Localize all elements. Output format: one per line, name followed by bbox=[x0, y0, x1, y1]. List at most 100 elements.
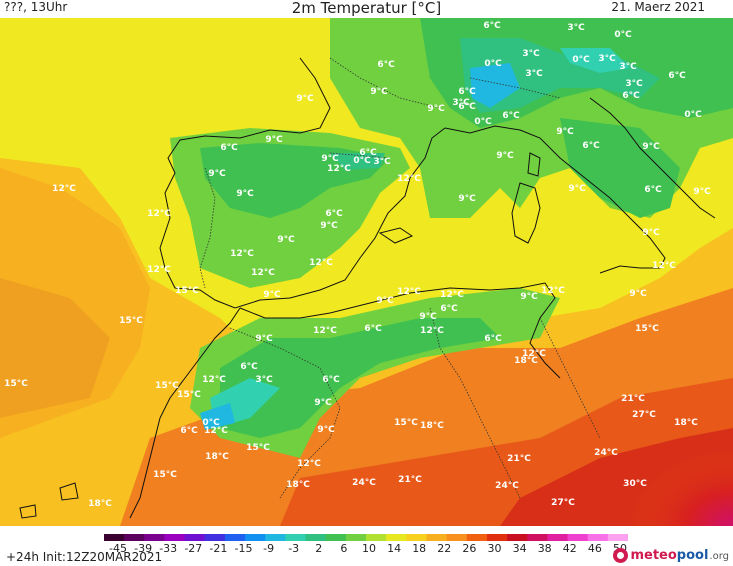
temperature-label: 6°C bbox=[364, 324, 382, 334]
temperature-label: 0°C bbox=[684, 110, 702, 120]
temperature-label: 18°C bbox=[420, 421, 444, 431]
temperature-label: 6°C bbox=[240, 362, 258, 372]
color-scale-swatch bbox=[285, 534, 307, 541]
temperature-label: 9°C bbox=[642, 142, 660, 152]
temperature-label: 9°C bbox=[520, 292, 538, 302]
color-scale-swatch bbox=[124, 534, 145, 541]
temperature-label: 18°C bbox=[286, 480, 310, 490]
temperature-label: 27°C bbox=[632, 410, 656, 420]
temperature-label: 0°C bbox=[474, 117, 492, 127]
temperature-label: 6°C bbox=[484, 334, 502, 344]
color-scale-tick-label: 14 bbox=[387, 542, 402, 555]
temperature-label: 9°C bbox=[370, 87, 388, 97]
color-scale-tick-label: -39 bbox=[134, 542, 153, 555]
color-scale-tick-label: -15 bbox=[234, 542, 253, 555]
color-scale-tick-label: 38 bbox=[537, 542, 552, 555]
temperature-label: 3°C bbox=[522, 49, 540, 59]
temperature-label: 3°C bbox=[255, 375, 273, 385]
temperature-label: 18°C bbox=[514, 356, 538, 366]
temperature-label: 15°C bbox=[175, 286, 199, 296]
temperature-label: 12°C bbox=[202, 375, 226, 385]
temperature-label: 12°C bbox=[204, 426, 228, 436]
temperature-label: 6°C bbox=[622, 91, 640, 101]
temperature-label: 24°C bbox=[352, 478, 376, 488]
temperature-label: 3°C bbox=[567, 23, 585, 33]
temperature-label: 12°C bbox=[230, 249, 254, 259]
temperature-label: 18°C bbox=[88, 499, 112, 509]
color-scale-tick-label: -45 bbox=[109, 542, 127, 555]
temperature-label: 3°C bbox=[625, 79, 643, 89]
temperature-label: 3°C bbox=[598, 54, 616, 64]
temperature-label: 12°C bbox=[327, 164, 351, 174]
temperature-label: 3°C bbox=[619, 62, 637, 72]
color-scale-swatch bbox=[345, 534, 367, 541]
temperature-label: 0°C bbox=[614, 30, 632, 40]
map-title: 2m Temperatur [°C] bbox=[291, 0, 442, 17]
temperature-label: 0°C bbox=[572, 55, 590, 65]
temperature-label: 12°C bbox=[313, 326, 337, 336]
temperature-label: 18°C bbox=[205, 452, 229, 462]
temperature-label: 6°C bbox=[180, 426, 198, 436]
temperature-label: 3°C bbox=[452, 98, 470, 108]
color-scale-swatch bbox=[366, 534, 387, 541]
color-scale-swatch bbox=[446, 534, 468, 541]
temperature-label: 6°C bbox=[483, 21, 501, 31]
meteopool-logo-icon bbox=[613, 547, 629, 563]
temperature-label: 27°C bbox=[551, 498, 575, 508]
temperature-label: 15°C bbox=[177, 390, 201, 400]
temperature-label: 12°C bbox=[397, 287, 421, 297]
color-scale-swatch bbox=[527, 534, 548, 541]
color-scale-tick-label: 42 bbox=[562, 542, 577, 555]
temperature-label: 3°C bbox=[373, 157, 391, 167]
pyrenees-teal bbox=[330, 153, 385, 170]
temperature-label: 3°C bbox=[525, 69, 543, 79]
color-scale-swatch bbox=[426, 534, 448, 541]
color-scale-tick-label: -9 bbox=[263, 542, 275, 555]
temperature-label: 15°C bbox=[635, 324, 659, 334]
color-scale-swatch bbox=[305, 534, 327, 541]
color-scale-swatch bbox=[587, 534, 609, 541]
color-scale-bar bbox=[104, 534, 628, 541]
color-scale-tick-label: 2 bbox=[315, 542, 323, 555]
temperature-label: 9°C bbox=[277, 235, 295, 245]
temperature-label: 9°C bbox=[629, 289, 647, 299]
temperature-label: 15°C bbox=[246, 443, 270, 453]
color-scale-swatch bbox=[204, 534, 226, 541]
temperature-label: 9°C bbox=[265, 135, 283, 145]
hotspot-fill bbox=[560, 398, 733, 526]
temperature-label: 9°C bbox=[236, 189, 254, 199]
color-scale-swatch bbox=[607, 534, 628, 541]
logo-text-org: .org bbox=[709, 551, 729, 562]
init-time-label: +24h Init:12Z20MAR2021 bbox=[6, 550, 163, 564]
temperature-label: 9°C bbox=[320, 221, 338, 231]
temperature-label: 9°C bbox=[568, 184, 586, 194]
temperature-label: 9°C bbox=[427, 104, 445, 114]
temperature-label: 9°C bbox=[296, 94, 314, 104]
footer-bar: -45 -39 -33 -27 -21 -15 -9 -3 2 6 10 14 18 22 26 30 34 38… bbox=[0, 526, 733, 566]
color-scale-tick-label: -21 bbox=[209, 542, 228, 555]
temperature-label: 6°C bbox=[359, 148, 377, 158]
temperature-label: 6°C bbox=[322, 375, 340, 385]
color-scale-swatch bbox=[245, 534, 266, 541]
logo-text-meteo: meteo bbox=[630, 547, 677, 563]
atlas-green-dark bbox=[220, 318, 500, 438]
color-scale-swatch bbox=[567, 534, 589, 541]
temperature-label: 12°C bbox=[297, 459, 321, 469]
header-bar: ???, 13Uhr 2m Temperatur [°C] 21. Maerz … bbox=[0, 0, 733, 18]
temperature-label: 12°C bbox=[52, 184, 76, 194]
temperature-label: 6°C bbox=[458, 102, 476, 112]
temperature-label: 0°C bbox=[353, 156, 371, 166]
temperature-map[interactable]: 6°C 3°C 0°C 3°C 0°C 0°C 3°C 3°C 6°C 3°C 6°C 6°C 3°C 9… bbox=[0, 18, 733, 526]
temperature-label: 6°C bbox=[440, 304, 458, 314]
temperature-label: 12°C bbox=[652, 261, 676, 271]
color-scale-swatch bbox=[466, 534, 488, 541]
temperature-label: 12°C bbox=[309, 258, 333, 268]
color-scale-swatch bbox=[184, 534, 206, 541]
temperature-label: 15°C bbox=[4, 379, 28, 389]
temperature-label: 9°C bbox=[458, 194, 476, 204]
meteopool-logo[interactable]: meteo pool .org bbox=[613, 547, 729, 563]
temperature-label: 12°C bbox=[397, 174, 421, 184]
color-scale-tick-label: -3 bbox=[288, 542, 300, 555]
temperature-label: 12°C bbox=[541, 286, 565, 296]
color-scale-swatch bbox=[224, 534, 246, 541]
